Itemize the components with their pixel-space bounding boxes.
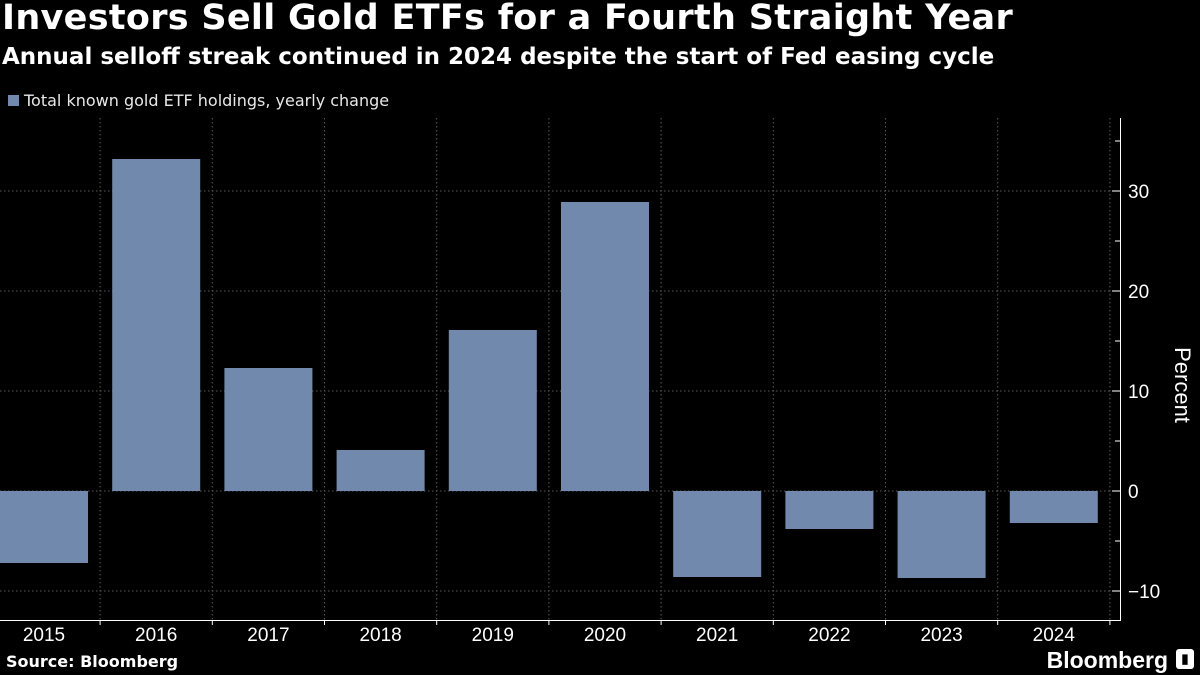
x-tick-label-2018: 2018 xyxy=(359,625,401,646)
bar-2015 xyxy=(0,491,88,563)
bloomberg-terminal-icon: ▮ xyxy=(1176,649,1194,669)
y-tick-label-0: 0 xyxy=(1128,482,1139,503)
bar-2017 xyxy=(224,368,313,491)
x-tick-label-2017: 2017 xyxy=(247,625,289,646)
bar-2024 xyxy=(1009,491,1098,523)
y-tick-label-10: 10 xyxy=(1128,382,1149,403)
bar-2020 xyxy=(561,202,649,491)
bar-2019 xyxy=(448,330,537,491)
legend-swatch xyxy=(8,95,19,106)
bar-2018 xyxy=(336,450,425,491)
x-tick-label-2023: 2023 xyxy=(920,625,962,646)
x-tick-label-2019: 2019 xyxy=(472,625,514,646)
bar-2023 xyxy=(897,491,986,578)
source-note: Source: Bloomberg xyxy=(6,652,179,671)
bar-2016 xyxy=(112,159,201,491)
bars xyxy=(0,159,1098,578)
bloomberg-logo-text: Bloomberg xyxy=(1046,647,1168,673)
axes: 30 20 10 0 −10 2015 2016 2017 2018 2019 2020 2021 20… xyxy=(0,118,1160,646)
y-tick-label-30: 30 xyxy=(1128,182,1149,203)
x-tick-label-2024: 2024 xyxy=(1033,625,1076,646)
chart-subtitle: Annual selloff streak continued in 2024 … xyxy=(2,44,995,70)
x-tick-label-2020: 2020 xyxy=(584,625,626,646)
x-tick-label-2021: 2021 xyxy=(696,625,738,646)
y-tick-label-20: 20 xyxy=(1128,282,1149,303)
y-tick-label--10: −10 xyxy=(1128,582,1160,603)
bar-2021 xyxy=(673,491,762,577)
y-axis-label: Percent xyxy=(1170,347,1195,423)
x-tick-label-2022: 2022 xyxy=(808,625,850,646)
x-tick-label-2016: 2016 xyxy=(135,625,177,646)
legend: Total known gold ETF holdings, yearly ch… xyxy=(8,91,389,110)
chart-title: Investors Sell Gold ETFs for a Fourth St… xyxy=(2,0,1014,38)
bar-2022 xyxy=(785,491,874,529)
x-tick-label-2015: 2015 xyxy=(23,625,65,646)
legend-label: Total known gold ETF holdings, yearly ch… xyxy=(24,91,390,110)
